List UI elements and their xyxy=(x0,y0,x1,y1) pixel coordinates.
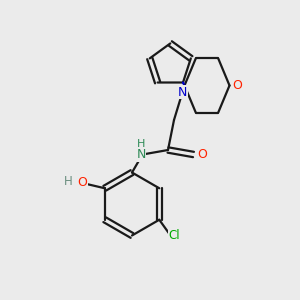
Text: N: N xyxy=(178,85,187,99)
Text: O: O xyxy=(77,176,87,189)
Text: O: O xyxy=(197,148,207,161)
Text: O: O xyxy=(232,79,242,92)
Text: H: H xyxy=(137,139,145,149)
Text: N: N xyxy=(136,148,146,161)
Text: H: H xyxy=(64,175,73,188)
Text: Cl: Cl xyxy=(169,229,180,242)
